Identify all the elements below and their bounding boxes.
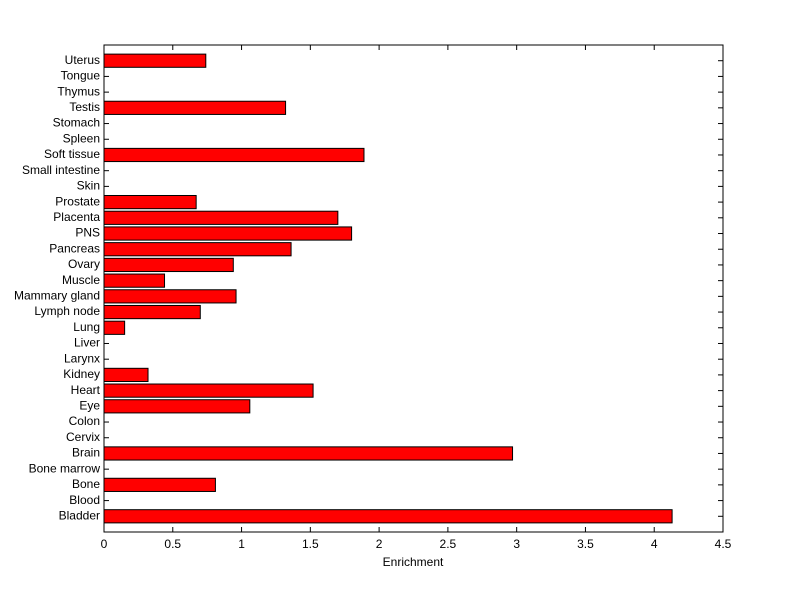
y-tick-label: Soft tissue [44, 147, 100, 161]
y-tick-label: Brain [72, 446, 100, 460]
bar [103, 147, 365, 163]
y-tick-label: Muscle [62, 273, 100, 287]
bar [103, 194, 197, 210]
x-tick-label: 1 [238, 537, 245, 551]
bar [103, 226, 353, 241]
bar [103, 446, 514, 461]
x-tick-label: 4 [651, 537, 658, 551]
plot-frame [103, 44, 724, 533]
bar [103, 210, 339, 225]
bar [103, 399, 251, 414]
y-tick-label: Mammary gland [14, 289, 100, 303]
y-tick-label: Eye [79, 398, 100, 412]
y-tick-label: Testis [69, 100, 100, 114]
x-tick-label: 2.5 [440, 537, 457, 551]
x-tick-label: 1.5 [302, 537, 319, 551]
y-tick-label: Kidney [63, 367, 100, 381]
bar [103, 367, 149, 383]
x-tick-label: 2 [376, 537, 383, 551]
x-tick-label: 3 [513, 537, 520, 551]
y-tick-label: Lung [73, 320, 100, 334]
y-tick-label: Lymph node [34, 304, 100, 318]
bar [103, 273, 166, 288]
bar [103, 289, 237, 304]
y-tick-label: Larynx [64, 351, 100, 365]
y-tick-label: Bladder [59, 508, 100, 522]
bar [103, 477, 216, 492]
bar [103, 53, 207, 68]
bar [103, 257, 234, 273]
y-tick-label: Small intestine [22, 163, 100, 177]
y-tick-label: Colon [69, 414, 100, 428]
y-tick-label: Blood [69, 493, 100, 507]
x-tick-label: 0 [101, 537, 108, 551]
y-tick-label: Prostate [55, 194, 100, 208]
y-tick-label: Thymus [57, 84, 100, 98]
y-tick-label: Bone [72, 477, 100, 491]
y-tick-label: Tongue [61, 69, 101, 83]
x-tick-label: 3.5 [577, 537, 594, 551]
y-tick-label: Stomach [53, 116, 100, 130]
y-tick-label: Uterus [65, 53, 100, 67]
y-tick-label: Skin [77, 179, 100, 193]
bar [103, 100, 287, 115]
y-tick-label: Placenta [53, 210, 100, 224]
y-tick-label: Pancreas [49, 241, 100, 255]
y-tick-label: Heart [71, 383, 101, 397]
x-tick-label: 4.5 [715, 537, 732, 551]
bar [103, 242, 292, 257]
y-tick-label: Cervix [66, 430, 100, 444]
y-tick-label: PNS [75, 226, 100, 240]
x-axis-label: Enrichment [383, 555, 444, 569]
y-tick-label: Ovary [68, 257, 100, 271]
y-tick-label: Liver [74, 336, 100, 350]
bar [103, 304, 201, 320]
y-tick-label: Bone marrow [29, 461, 101, 475]
bar [103, 509, 673, 524]
x-tick-label: 0.5 [164, 537, 181, 551]
y-tick-label: Spleen [63, 131, 100, 145]
bar [103, 383, 314, 398]
bar [103, 320, 126, 335]
